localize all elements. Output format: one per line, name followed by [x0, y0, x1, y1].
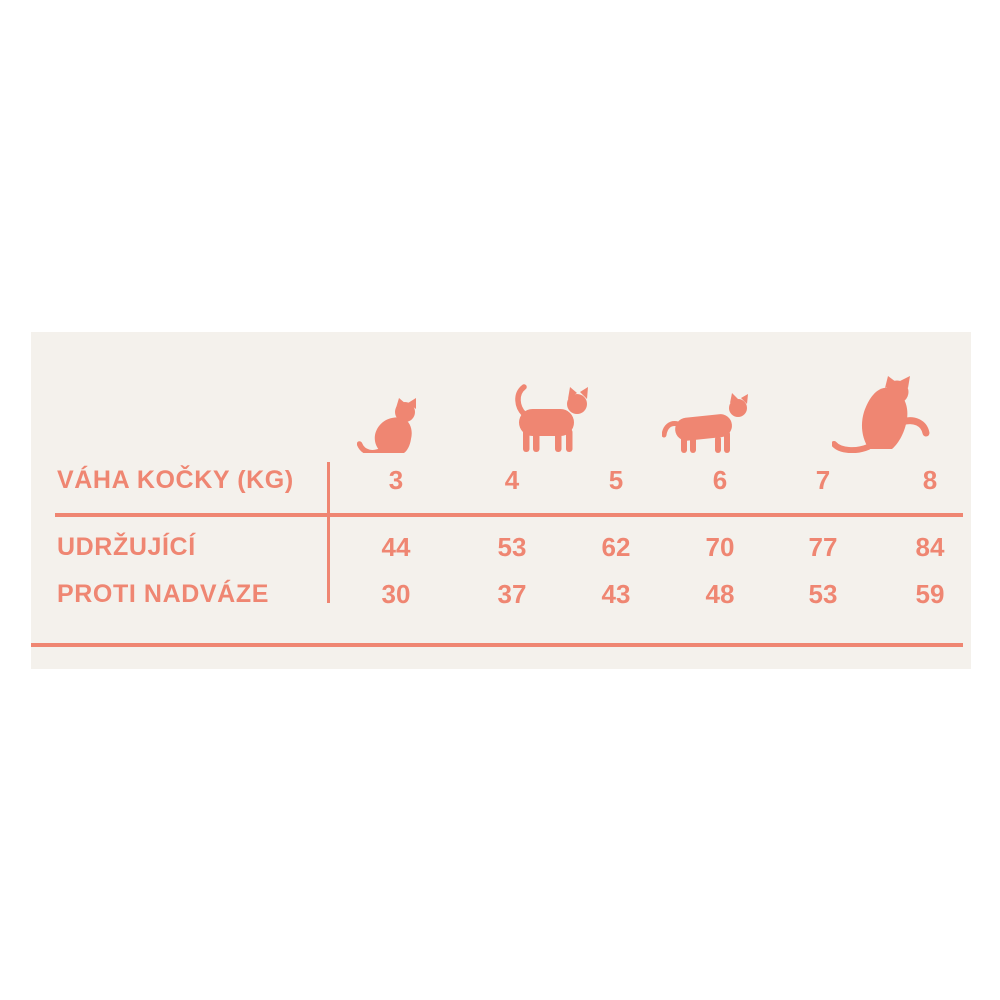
cat-medium-walking-icon: [503, 383, 589, 453]
weight-value: 4: [504, 465, 520, 495]
vertical-divider-line: [327, 462, 330, 603]
row-label-overweight: PROTI NADVÁZE: [57, 580, 269, 608]
overweight-value: 59: [915, 579, 945, 609]
weight-value: 8: [922, 465, 938, 495]
overweight-value: 48: [705, 579, 735, 609]
maintenance-value: 77: [808, 532, 838, 562]
overweight-value: 37: [497, 579, 527, 609]
row-label-maintenance: UDRŽUJÍCÍ: [57, 533, 196, 561]
maintenance-value: 70: [705, 532, 735, 562]
bottom-divider-line: [31, 643, 963, 647]
weight-value: 7: [815, 465, 831, 495]
table-row-weight: VÁHA KOČKY (KG) 3 4 5 6 7 8: [31, 465, 971, 495]
feeding-guide-panel: VÁHA KOČKY (KG) 3 4 5 6 7 8 UDRŽUJÍCÍ 44…: [31, 332, 971, 669]
overweight-value: 53: [808, 579, 838, 609]
row-label-weight: VÁHA KOČKY (KG): [57, 466, 294, 494]
maintenance-value: 62: [601, 532, 631, 562]
maintenance-value: 44: [381, 532, 411, 562]
weight-value: 6: [712, 465, 728, 495]
header-divider-line: [55, 513, 963, 517]
table-row-overweight: PROTI NADVÁZE 30 37 43 48 53 59: [31, 579, 971, 609]
weight-value: 5: [608, 465, 624, 495]
maintenance-value: 53: [497, 532, 527, 562]
overweight-value: 43: [601, 579, 631, 609]
cat-large-walking-icon: [662, 391, 752, 453]
overweight-value: 30: [381, 579, 411, 609]
cat-xlarge-sitting-icon: [832, 376, 944, 453]
cat-small-sitting-icon: [357, 397, 421, 453]
maintenance-value: 84: [915, 532, 945, 562]
table-row-maintenance: UDRŽUJÍCÍ 44 53 62 70 77 84: [31, 532, 971, 562]
weight-value: 3: [388, 465, 404, 495]
